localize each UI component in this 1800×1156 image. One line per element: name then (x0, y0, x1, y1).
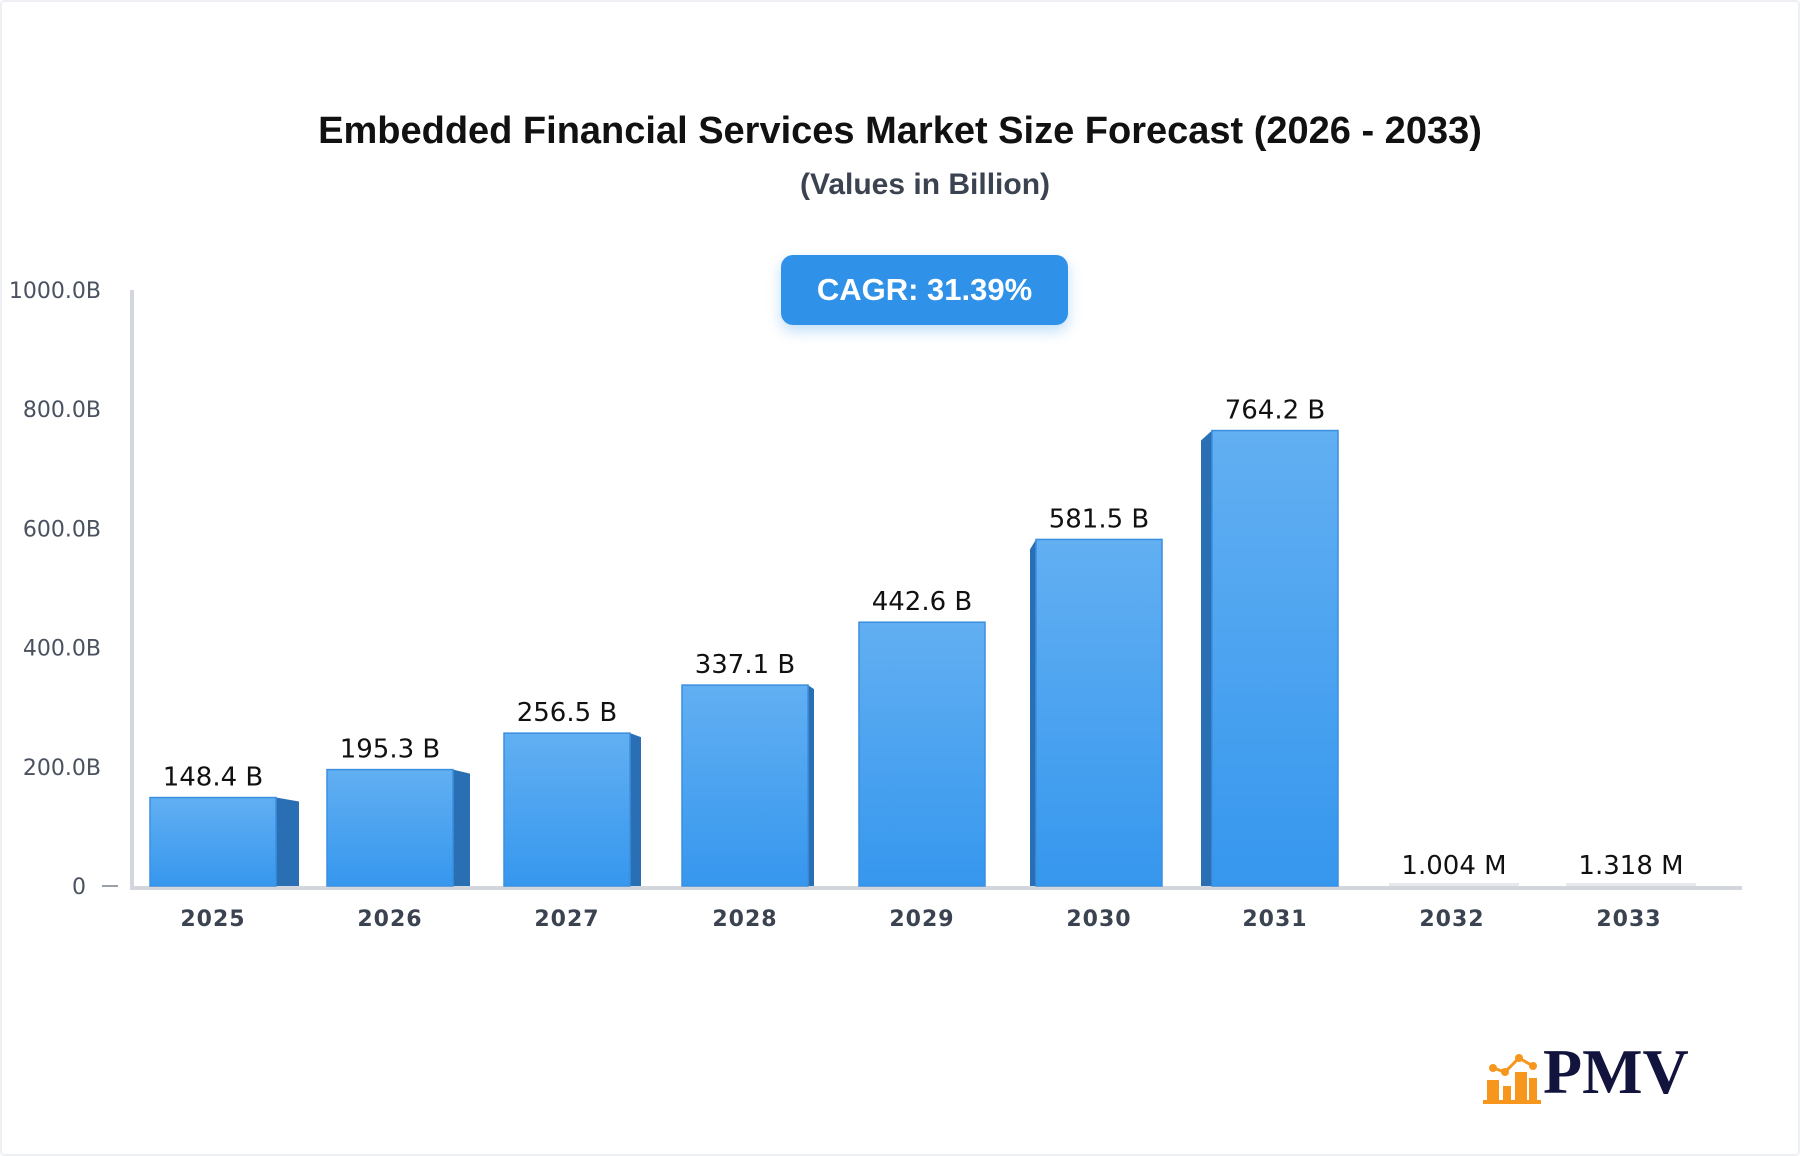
cagr-badge: CAGR: 31.39% (781, 255, 1068, 325)
chart-title: Embedded Financial Services Market Size … (318, 110, 1482, 152)
data-label: 337.1 B (695, 650, 796, 680)
bar (326, 768, 454, 887)
y-tick-label: 200.0B (23, 756, 101, 781)
chart-subtitle: (Values in Billion) (799, 168, 1051, 201)
x-tick-label: 2030 (1066, 907, 1131, 932)
bar (149, 796, 277, 887)
data-label: 195.3 B (340, 735, 441, 765)
bar-side (453, 769, 470, 886)
bar (1566, 883, 1696, 886)
y-tick-label: 400.0B (23, 637, 101, 662)
pmv-logo: PMV (1481, 1040, 1689, 1104)
bar (503, 732, 631, 887)
x-tick-label: 2028 (712, 907, 777, 932)
bar (681, 684, 809, 887)
data-label: 581.5 B (1049, 504, 1150, 534)
y-tick-label: 800.0B (23, 398, 101, 423)
x-tick-label: 2031 (1242, 907, 1307, 932)
bar (1035, 538, 1163, 887)
data-label: 1.318 M (1578, 851, 1683, 881)
y-tick-label: 600.0B (23, 517, 101, 542)
y-tick-label: 0 (72, 875, 86, 900)
bar-side (1201, 430, 1212, 886)
bar-chart-logo-icon (1483, 1054, 1541, 1104)
bar-side (276, 797, 299, 886)
bar (858, 621, 986, 887)
x-tick-label: 2025 (180, 907, 245, 932)
bar-side (1030, 539, 1036, 886)
bar-side (808, 685, 814, 886)
x-tick-label: 2032 (1419, 907, 1484, 932)
data-label: 764.2 B (1225, 396, 1326, 426)
y-tick-label: 1000.0B (9, 279, 101, 304)
data-label: 1.004 M (1401, 851, 1506, 881)
data-label: 442.6 B (872, 587, 973, 617)
data-label: 256.5 B (517, 698, 618, 728)
bar (1389, 883, 1519, 886)
x-tick-label: 2029 (889, 907, 954, 932)
bar (1211, 429, 1339, 887)
data-label: 148.4 B (163, 763, 264, 793)
logo-text: PMV (1543, 1036, 1689, 1107)
x-tick-label: 2026 (357, 907, 422, 932)
x-tick-label: 2033 (1596, 907, 1661, 932)
x-tick-label: 2027 (534, 907, 599, 932)
bar-side (630, 733, 641, 886)
